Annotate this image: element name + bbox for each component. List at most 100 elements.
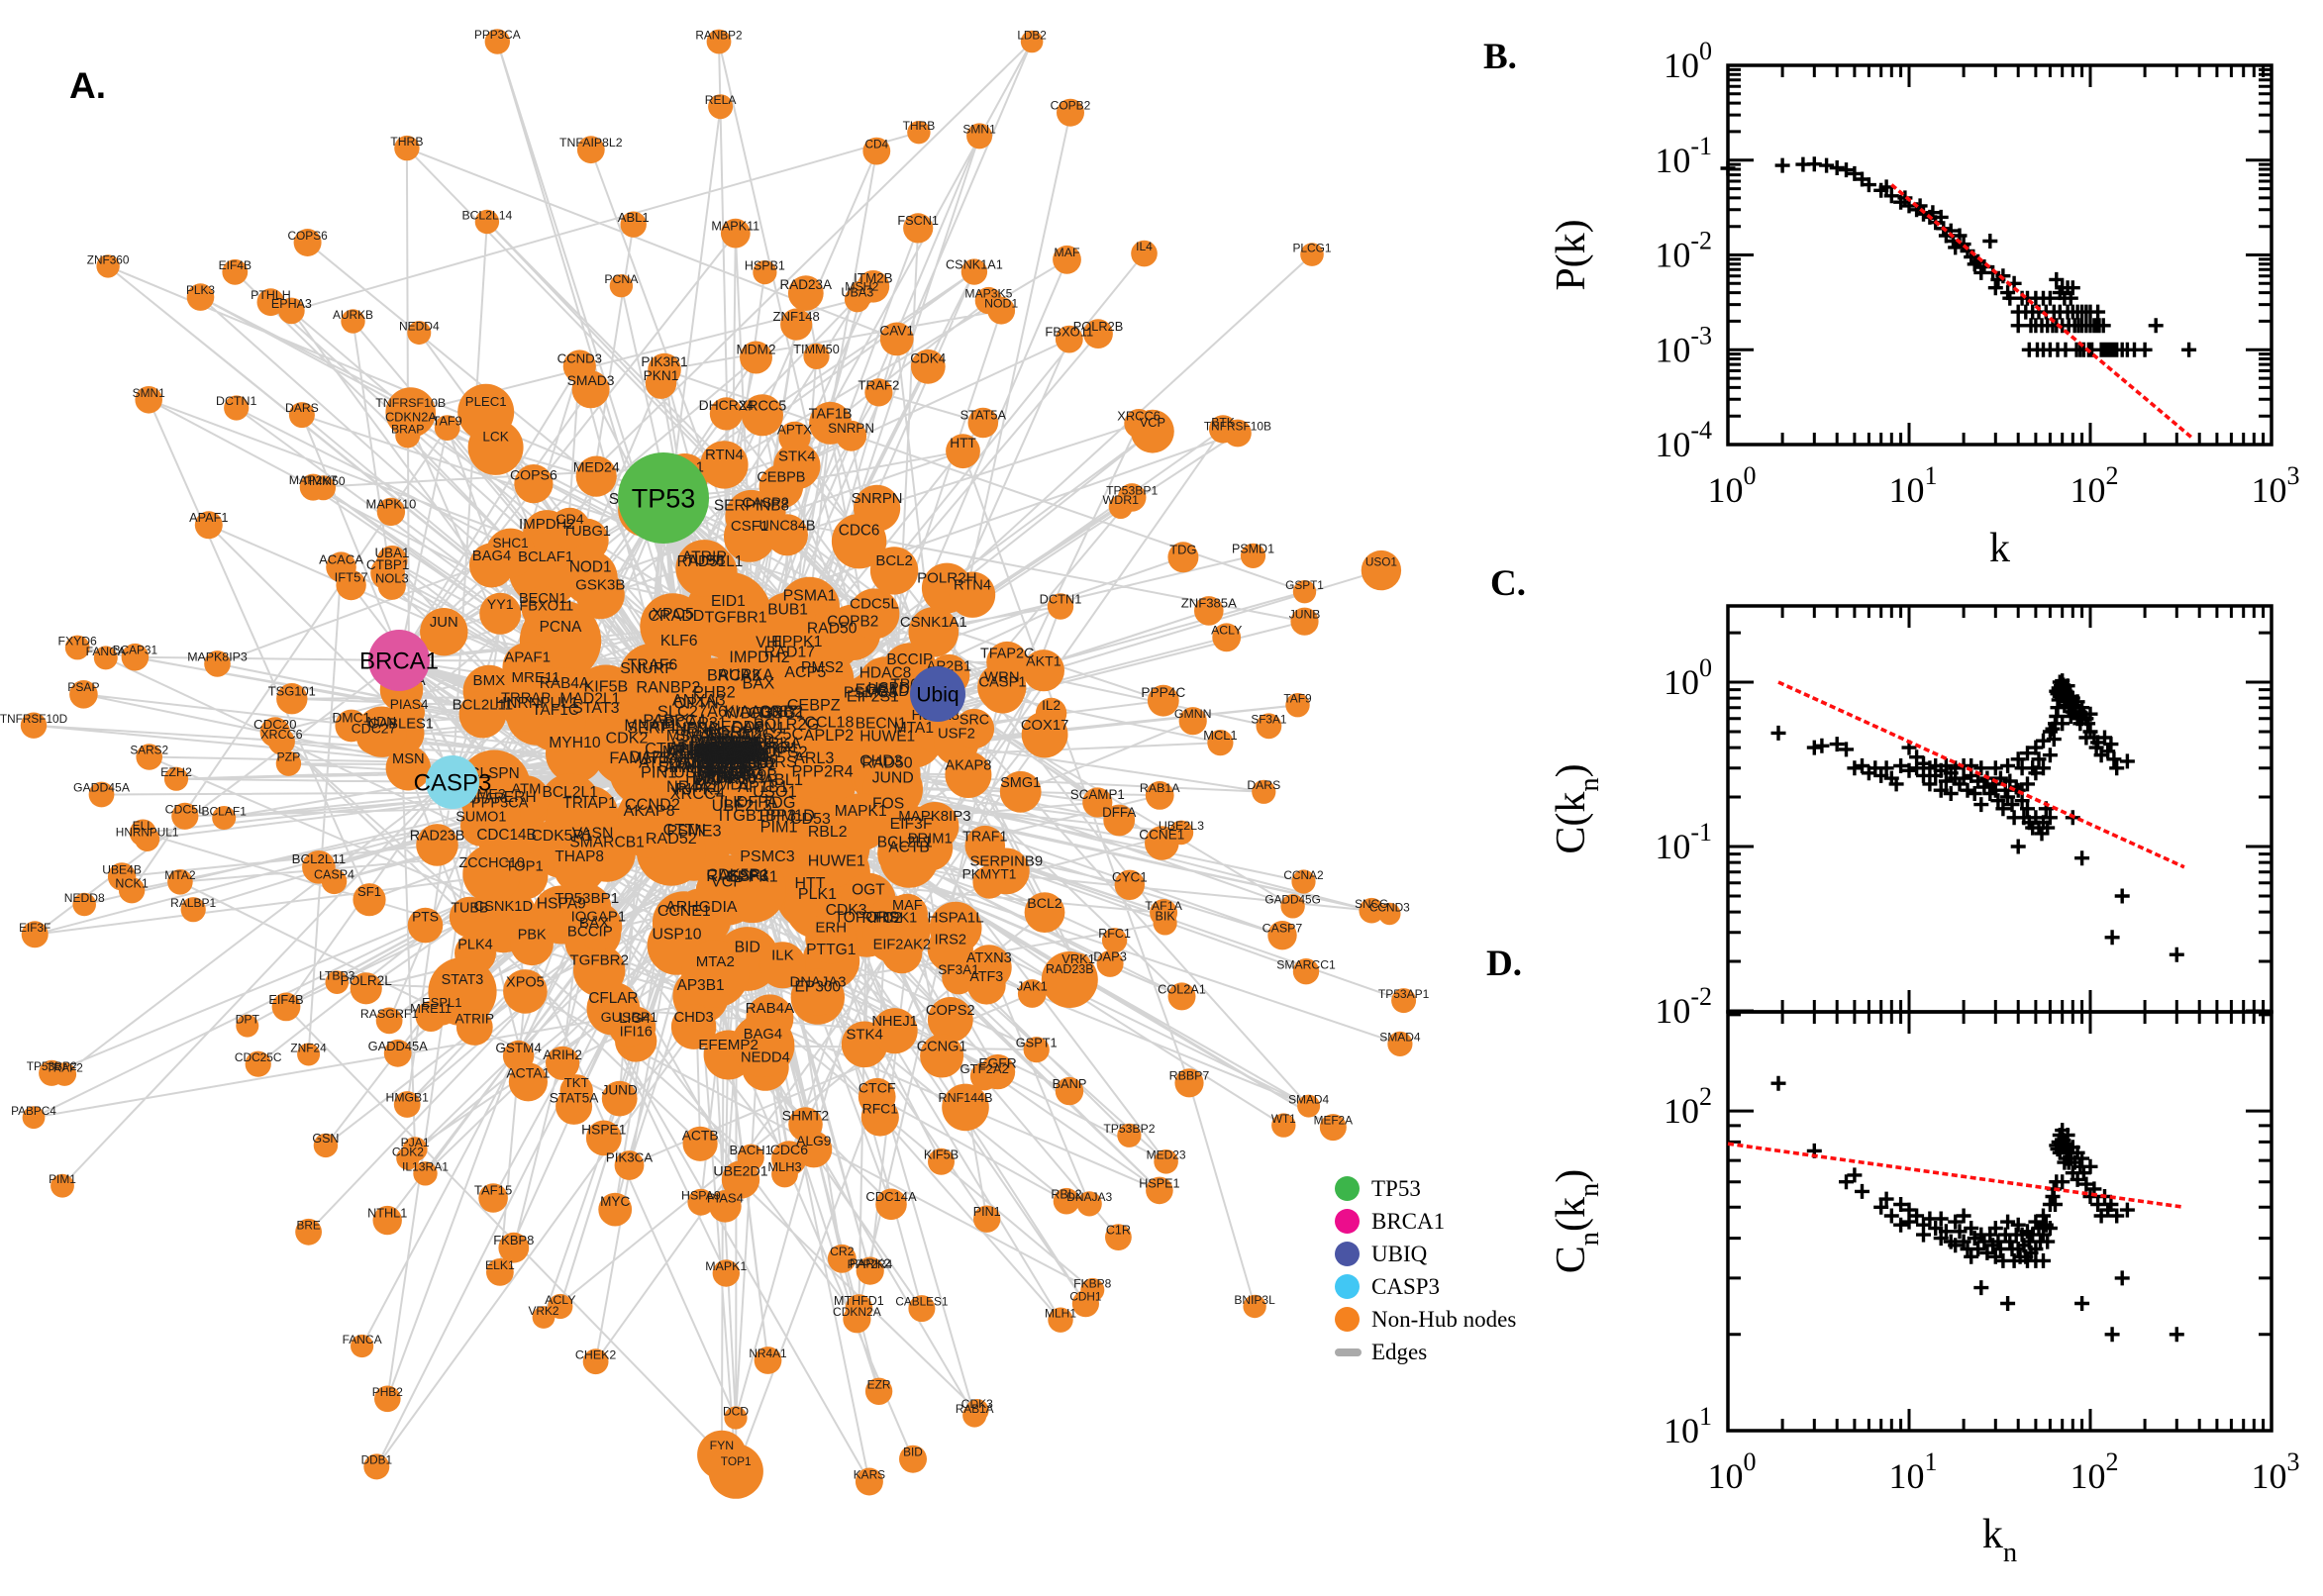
network-node-label: HSPB1 bbox=[701, 744, 755, 761]
network-node-label: HYOU1 bbox=[706, 749, 762, 767]
network-node-label: POLD2 bbox=[682, 749, 736, 767]
network-node-label: BCL2L1 bbox=[543, 784, 598, 801]
network-node-label: FSCN1 bbox=[897, 214, 939, 228]
network-node-label: GSK3B bbox=[575, 576, 625, 593]
network-node-label: ACACA bbox=[704, 735, 760, 752]
network-node-label: HSPA9 bbox=[681, 1188, 721, 1202]
network-node-label: EZH2 bbox=[160, 765, 192, 779]
network-node-label: PPA1 bbox=[703, 748, 744, 765]
network-node bbox=[862, 137, 891, 165]
network-node-label: BAX bbox=[579, 915, 609, 932]
network-node bbox=[908, 607, 960, 657]
network-node-label: PLEC1 bbox=[465, 394, 507, 409]
network-node-label: MYC bbox=[600, 1194, 630, 1209]
network-node bbox=[759, 592, 816, 649]
network-node bbox=[385, 387, 437, 438]
network-node bbox=[670, 1004, 717, 1049]
network-node-label: RAB4A bbox=[540, 675, 590, 692]
network-node-label: ILK bbox=[720, 794, 745, 812]
network-node-label: XRCC4 bbox=[670, 785, 726, 803]
network-node bbox=[609, 274, 634, 298]
network-node-label: COPB2 bbox=[827, 614, 878, 631]
network-node-label: ESPL1 bbox=[422, 995, 461, 1010]
network-node-label: BAG4 bbox=[472, 549, 511, 564]
network-node-label: GADD45G bbox=[1264, 893, 1320, 907]
network-node-label: DARS bbox=[1247, 778, 1280, 792]
network-node-label: AP3B1 bbox=[677, 977, 725, 994]
network-node bbox=[967, 407, 999, 439]
network-node-label: STAT3 bbox=[572, 700, 620, 717]
network-node-label: KARS bbox=[854, 1467, 885, 1481]
network-node-label: TRAF1 bbox=[962, 830, 1007, 846]
network-node bbox=[394, 135, 420, 161]
axis-title: Cn(kn) bbox=[1549, 1169, 1605, 1274]
network-node-label: GTF2A2 bbox=[960, 1061, 1008, 1076]
network-node-label: GMNN bbox=[1174, 707, 1212, 721]
network-node bbox=[180, 897, 206, 923]
network-node-label: CYC1 bbox=[1112, 870, 1148, 885]
network-node bbox=[753, 260, 777, 285]
network-node-label: GSN bbox=[312, 1132, 339, 1146]
network-node-label: TUBB bbox=[451, 901, 488, 917]
network-node-label: MRE11 bbox=[410, 1001, 452, 1016]
network-node-label: FANCA bbox=[343, 1333, 382, 1347]
network-node-label: FANCG bbox=[707, 765, 763, 783]
network-node-label: STK4 bbox=[778, 448, 816, 464]
network-node-label: TOP1 bbox=[505, 858, 543, 874]
network-node-label: TOPORS bbox=[835, 910, 900, 927]
network-node bbox=[313, 1133, 339, 1158]
network-node-label: CCNA2 bbox=[1283, 868, 1324, 882]
network-node bbox=[849, 588, 900, 640]
network-node bbox=[1057, 98, 1084, 127]
network-node bbox=[805, 912, 858, 964]
network-node bbox=[864, 378, 893, 407]
network-node bbox=[954, 708, 995, 749]
network-node bbox=[907, 121, 931, 145]
network-node bbox=[1055, 325, 1083, 353]
network-node-label: PLCG1 bbox=[1293, 242, 1332, 255]
network-node-label: ATRIP bbox=[454, 1012, 494, 1027]
network-node bbox=[1103, 804, 1136, 837]
network-node-label: CDC14B bbox=[476, 827, 536, 844]
network-node bbox=[1147, 684, 1179, 717]
network-node-label: CDKN2A bbox=[385, 410, 437, 425]
network-node-label: PPM1D bbox=[759, 807, 815, 825]
network-node bbox=[1285, 693, 1310, 718]
network-node-label: CCNE1 bbox=[1139, 828, 1184, 843]
network-node-label: EGFR bbox=[978, 1056, 1016, 1071]
network-node-label: CCND3 bbox=[1369, 901, 1410, 915]
network-node bbox=[718, 855, 786, 924]
network-node-label: DDB1 bbox=[692, 769, 736, 787]
network-node bbox=[385, 746, 431, 791]
network-node bbox=[462, 845, 522, 903]
network-node-label: EIF4B bbox=[268, 993, 303, 1007]
network-node bbox=[1300, 243, 1324, 266]
network-node-label: MED24 bbox=[573, 459, 620, 475]
network-node-label: HSPA9 bbox=[537, 896, 586, 913]
tick-label: 10-1 bbox=[1655, 132, 1712, 180]
network-node-label: IQGAP1 bbox=[571, 909, 626, 925]
network-node-label: RANBP2 bbox=[695, 28, 742, 42]
legend: TP53 BRCA1 UBIQ CASP3 Non-Hub nodes Edges bbox=[1335, 1172, 1516, 1368]
plot-frame bbox=[1726, 63, 2273, 447]
network-node-label: IFI16 bbox=[705, 746, 743, 763]
network-node-label: FANCA bbox=[86, 645, 127, 658]
hub-label-tp53: TP53 bbox=[632, 484, 696, 514]
network-node-label: RAD23B bbox=[410, 829, 465, 845]
network-node-label: IFT57 bbox=[335, 570, 368, 585]
network-node-label: STAT5A bbox=[960, 408, 1007, 423]
network-node bbox=[740, 341, 772, 374]
network-node bbox=[350, 972, 382, 1005]
panel-label-b: B. bbox=[1483, 37, 1517, 77]
network-node-label: CASP2 bbox=[708, 742, 761, 759]
network-node-label: ABL1 bbox=[763, 771, 803, 789]
network-node-label: TOP1 bbox=[721, 1454, 752, 1468]
network-node bbox=[910, 349, 946, 384]
network-node-label: DFFA bbox=[736, 794, 777, 812]
network-node-label: PLK3 bbox=[186, 283, 215, 297]
network-node-label: CAPN1 bbox=[731, 719, 785, 737]
network-node-label: COPB2 bbox=[1051, 99, 1091, 113]
network-node-label: CDH1 bbox=[715, 744, 759, 761]
tick-label: 102 bbox=[2070, 1447, 2119, 1496]
network-node-label: COPS6 bbox=[287, 229, 328, 243]
